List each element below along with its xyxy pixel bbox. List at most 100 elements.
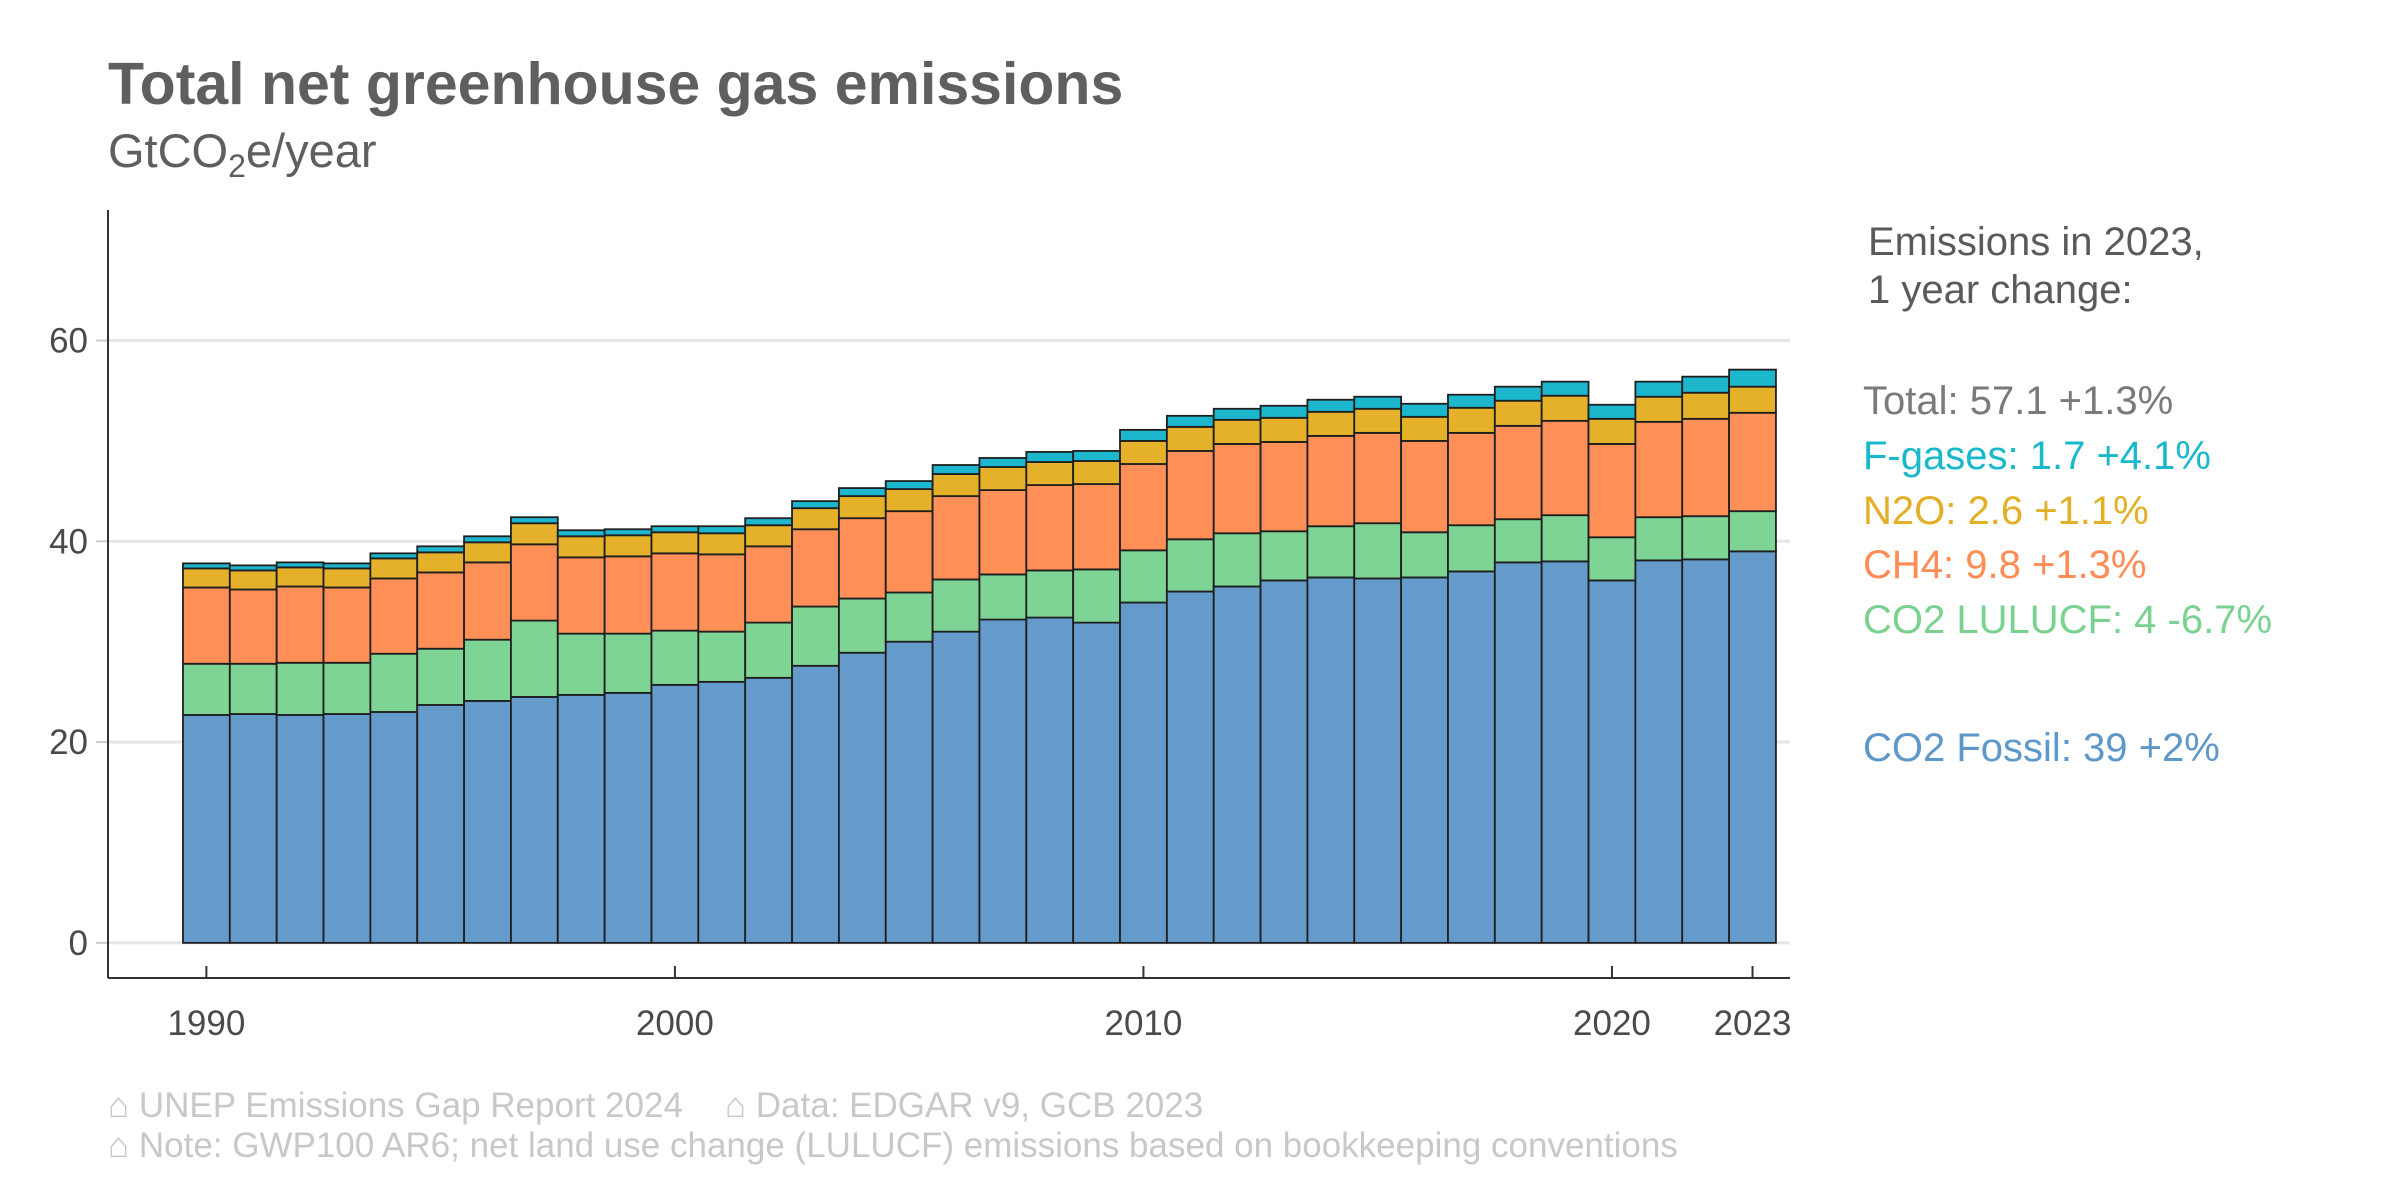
bar-ch4-2017 xyxy=(1447,431,1496,527)
bar-n2o-1993 xyxy=(322,567,372,589)
legend-entry-ch4: CH4: 9.8 +1.3% xyxy=(1863,543,2147,587)
bar-lulucf-1999 xyxy=(603,632,653,694)
bar-n2o-2012 xyxy=(1212,418,1262,445)
bar-fossil-2001 xyxy=(697,680,747,944)
bar-n2o-2001 xyxy=(697,532,747,556)
bar-fossil-2007 xyxy=(978,618,1028,944)
bar-lulucf-2004 xyxy=(837,597,887,654)
bar-n2o-2011 xyxy=(1165,425,1215,452)
bar-n2o-1994 xyxy=(369,557,419,580)
bar-n2o-2005 xyxy=(884,488,934,513)
bar-fgases-2017 xyxy=(1447,393,1496,409)
bar-fgases-2002 xyxy=(744,517,793,527)
bar-lulucf-2006 xyxy=(931,578,981,633)
bar-n2o-2007 xyxy=(978,466,1028,491)
bar-fossil-1995 xyxy=(416,704,465,944)
bar-n2o-2016 xyxy=(1400,415,1449,442)
bar-fgases-2001 xyxy=(697,525,747,535)
bar-fossil-1996 xyxy=(463,700,512,944)
bar-n2o-2013 xyxy=(1259,416,1309,443)
bar-fossil-2010 xyxy=(1119,601,1168,944)
bar-ch4-2002 xyxy=(744,545,793,624)
legend-entry-fossil: CO2 Fossil: 39 +2% xyxy=(1863,726,2220,770)
bar-n2o-1999 xyxy=(603,534,653,558)
bar-fossil-2017 xyxy=(1447,570,1496,944)
bar-ch4-2012 xyxy=(1212,443,1262,535)
bar-fgases-2011 xyxy=(1165,414,1215,428)
bar-lulucf-1996 xyxy=(463,638,512,702)
axes xyxy=(96,210,1790,979)
bar-ch4-2007 xyxy=(978,489,1028,576)
bar-n2o-2017 xyxy=(1447,406,1496,434)
bar-fossil-2009 xyxy=(1072,621,1121,944)
bar-n2o-2019 xyxy=(1540,394,1590,422)
chart-subtitle: GtCO2e/year xyxy=(108,123,377,185)
bar-lulucf-2012 xyxy=(1212,532,1262,588)
bar-fgases-2019 xyxy=(1540,380,1590,397)
bar-fgases-2020 xyxy=(1587,403,1637,420)
bar-fgases-2008 xyxy=(1025,451,1075,463)
bar-lulucf-2007 xyxy=(978,573,1028,621)
bar-ch4-2011 xyxy=(1165,450,1215,541)
legend-entry-total: Total: 57.1 +1.3% xyxy=(1863,379,2174,423)
bar-fgases-2014 xyxy=(1306,398,1356,413)
bar-n2o-2002 xyxy=(744,524,793,548)
bar-fossil-1993 xyxy=(322,713,372,944)
bar-fossil-1994 xyxy=(369,711,419,944)
bar-lulucf-2008 xyxy=(1025,569,1075,619)
x-tick-label-2000: 2000 xyxy=(636,1004,714,1043)
bar-lulucf-1998 xyxy=(556,632,606,696)
bar-ch4-1998 xyxy=(556,556,606,635)
bar-ch4-1997 xyxy=(510,543,559,622)
bar-fossil-2000 xyxy=(650,683,700,944)
bar-ch4-2018 xyxy=(1493,424,1543,521)
bar-ch4-2005 xyxy=(884,510,934,594)
bar-ch4-2019 xyxy=(1540,419,1590,517)
legend-title-line-1: Emissions in 2023, xyxy=(1868,220,2204,264)
bar-n2o-2004 xyxy=(837,495,887,520)
bar-lulucf-2010 xyxy=(1119,549,1168,604)
bar-ch4-2004 xyxy=(837,517,887,600)
bar-n2o-2018 xyxy=(1493,399,1543,427)
bar-ch4-1993 xyxy=(322,586,372,664)
bar-lulucf-1990 xyxy=(182,662,231,716)
subtitle-subscript: 2 xyxy=(228,148,246,184)
bar-ch4-2014 xyxy=(1306,434,1356,528)
bar-fgases-1999 xyxy=(603,528,653,537)
bar-fgases-1990 xyxy=(182,562,231,570)
bar-lulucf-1992 xyxy=(275,661,325,716)
bar-fgases-2013 xyxy=(1259,404,1309,419)
y-tick-label-20: 20 xyxy=(49,723,88,762)
footer-credits: ⌂ UNEP Emissions Gap Report 2024 ⌂ Data: … xyxy=(108,1086,1203,1126)
bar-fossil-2016 xyxy=(1400,576,1449,944)
bar-fossil-1992 xyxy=(275,714,325,944)
bar-fgases-2018 xyxy=(1493,385,1543,402)
bar-n2o-2000 xyxy=(650,531,700,555)
y-tick-label-0: 0 xyxy=(69,924,88,963)
bar-ch4-2015 xyxy=(1353,431,1403,525)
bar-fossil-1997 xyxy=(510,696,559,944)
bar-fgases-2005 xyxy=(884,480,934,490)
bar-fgases-2009 xyxy=(1072,450,1121,462)
bar-ch4-1999 xyxy=(603,555,653,635)
bar-ch4-2000 xyxy=(650,552,700,632)
bar-lulucf-2018 xyxy=(1493,518,1543,564)
bar-fgases-1991 xyxy=(228,564,278,572)
bar-fgases-1995 xyxy=(416,545,465,554)
bar-ch4-1990 xyxy=(182,586,231,665)
bar-fossil-2008 xyxy=(1025,616,1075,944)
bar-lulucf-1993 xyxy=(322,661,372,715)
footer-source: ⌂ UNEP Emissions Gap Report 2024 xyxy=(108,1086,683,1125)
chart-title: Total net greenhouse gas emissions xyxy=(108,51,1124,117)
x-tick-label-2010: 2010 xyxy=(1104,1004,1182,1043)
bar-lulucf-2022 xyxy=(1681,515,1730,561)
bar-fgases-1993 xyxy=(322,562,372,570)
bar-lulucf-2009 xyxy=(1072,568,1121,624)
bar-fgases-2000 xyxy=(650,525,700,534)
bar-ch4-1994 xyxy=(369,577,419,655)
bar-lulucf-2019 xyxy=(1540,514,1590,563)
bar-ch4-2022 xyxy=(1681,417,1730,518)
tick-labels: 0 20 40 60 1990 2000 2010 2020 2023 xyxy=(49,322,1791,1043)
bar-fgases-1994 xyxy=(369,552,419,560)
bar-fgases-2023 xyxy=(1728,368,1777,388)
